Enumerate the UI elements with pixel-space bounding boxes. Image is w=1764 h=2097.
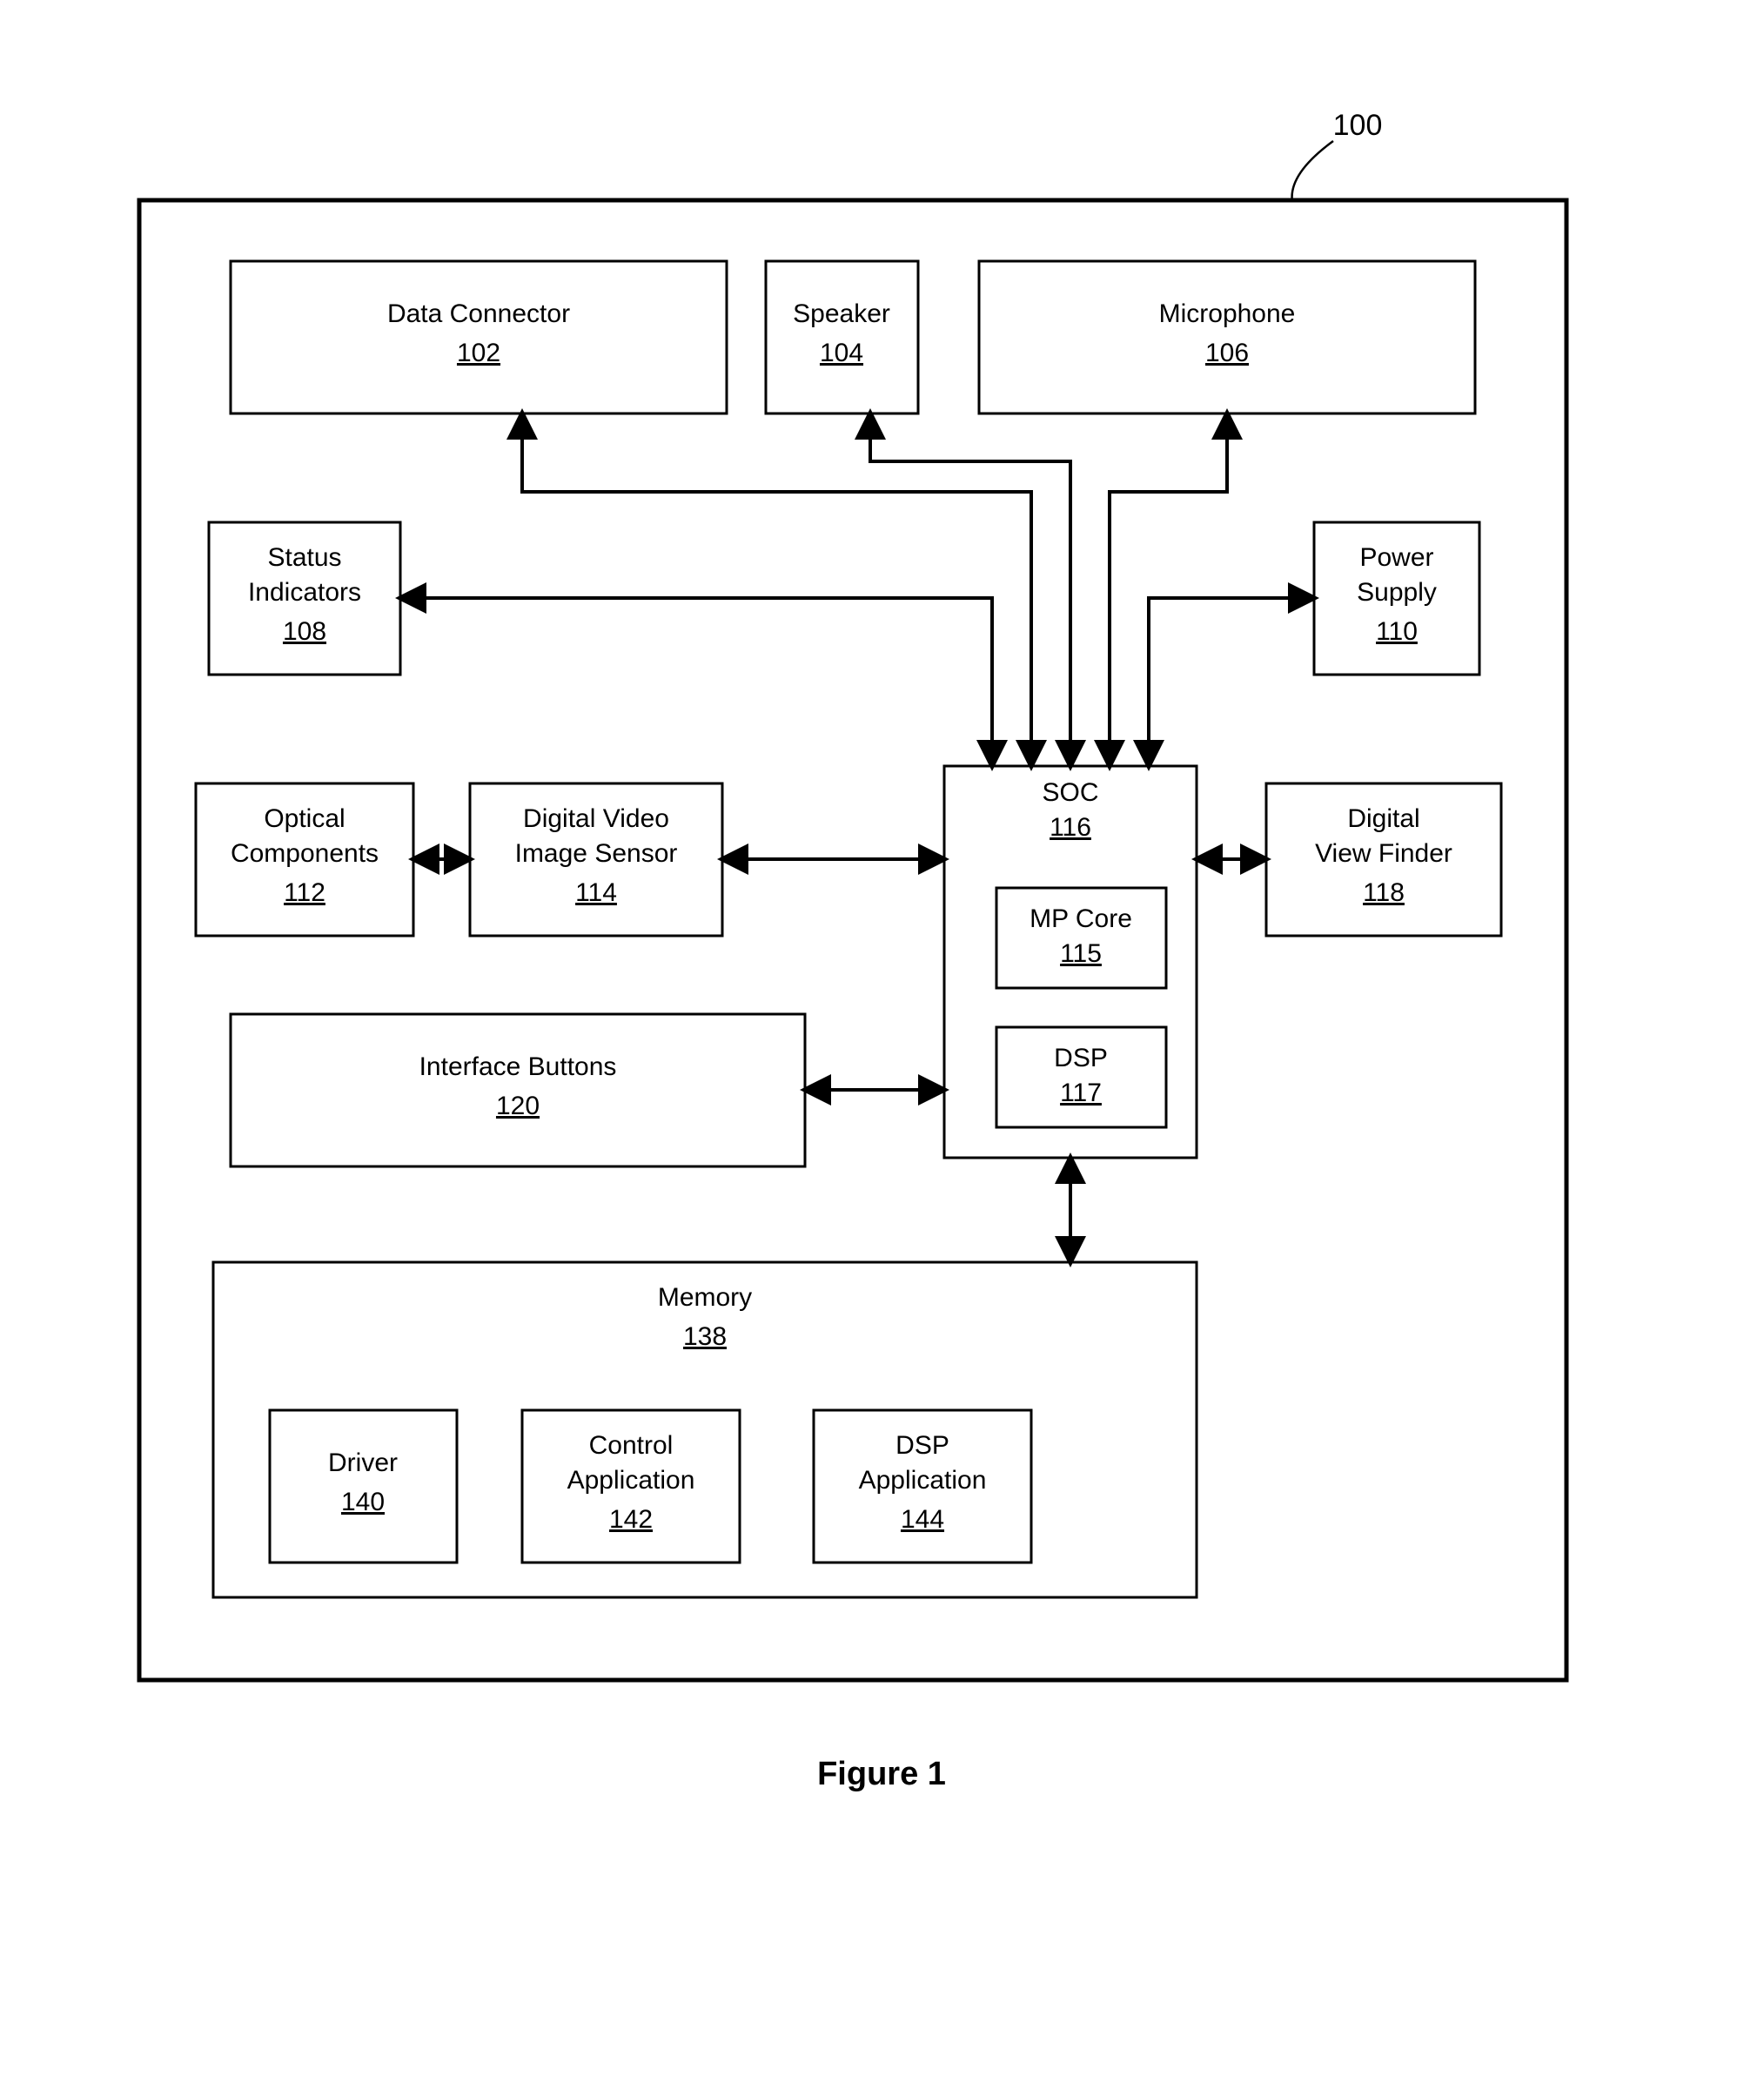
optical-num: 112 [284,878,325,907]
optical-line2: Components [231,839,379,868]
dsp-label: DSP [1054,1044,1108,1072]
controlapp-line1: Control [589,1431,674,1460]
memory-label: Memory [658,1283,752,1312]
power-num: 110 [1376,617,1418,646]
speaker-label: Speaker [793,299,890,328]
mpcore-label: MP Core [1030,904,1132,933]
microphone-label: Microphone [1159,299,1296,328]
data-connector-num: 102 [457,339,500,367]
microphone-num: 106 [1205,339,1249,367]
block-speaker: Speaker 104 [766,261,918,413]
speaker-num: 104 [820,339,863,367]
driver-label: Driver [328,1448,398,1477]
driver-num: 140 [341,1488,385,1516]
soc-num: 116 [1050,813,1091,842]
status-num: 108 [283,617,326,646]
mpcore-num: 115 [1060,939,1102,968]
figure-label: Figure 1 [817,1756,946,1792]
block-memory: Memory 138 Driver 140 Control Applicatio… [213,1262,1197,1597]
dsp-num: 117 [1060,1079,1102,1107]
power-line1: Power [1359,543,1433,572]
block-power-supply: Power Supply 110 [1314,522,1479,675]
viewfinder-num: 118 [1363,878,1405,907]
memory-num: 138 [683,1322,727,1351]
viewfinder-line1: Digital [1347,804,1419,833]
buttons-num: 120 [496,1092,540,1120]
optical-line1: Optical [264,804,345,833]
status-line2: Indicators [248,578,361,607]
block-status-indicators: Status Indicators 108 [209,522,400,675]
block-optical-components: Optical Components 112 [196,783,413,936]
power-line2: Supply [1357,578,1437,607]
block-interface-buttons: Interface Buttons 120 [231,1014,805,1166]
sensor-num: 114 [575,878,617,907]
block-microphone: Microphone 106 [979,261,1475,413]
controlapp-line2: Application [567,1466,695,1495]
sensor-line2: Image Sensor [515,839,678,868]
block-data-connector: Data Connector 102 [231,261,727,413]
dspapp-line2: Application [859,1466,987,1495]
buttons-label: Interface Buttons [419,1052,617,1081]
ref-label: 100 [1333,109,1383,142]
data-connector-label: Data Connector [387,299,570,328]
viewfinder-line2: View Finder [1315,839,1452,868]
status-line1: Status [267,543,341,572]
block-soc: SOC 116 MP Core 115 DSP 117 [944,766,1197,1158]
dspapp-line1: DSP [895,1431,949,1460]
controlapp-num: 142 [609,1505,653,1534]
soc-label: SOC [1042,778,1098,807]
block-view-finder: Digital View Finder 118 [1266,783,1501,936]
dspapp-num: 144 [901,1505,944,1534]
ref-leader [1292,141,1333,202]
block-image-sensor: Digital Video Image Sensor 114 [470,783,722,936]
sensor-line1: Digital Video [523,804,669,833]
